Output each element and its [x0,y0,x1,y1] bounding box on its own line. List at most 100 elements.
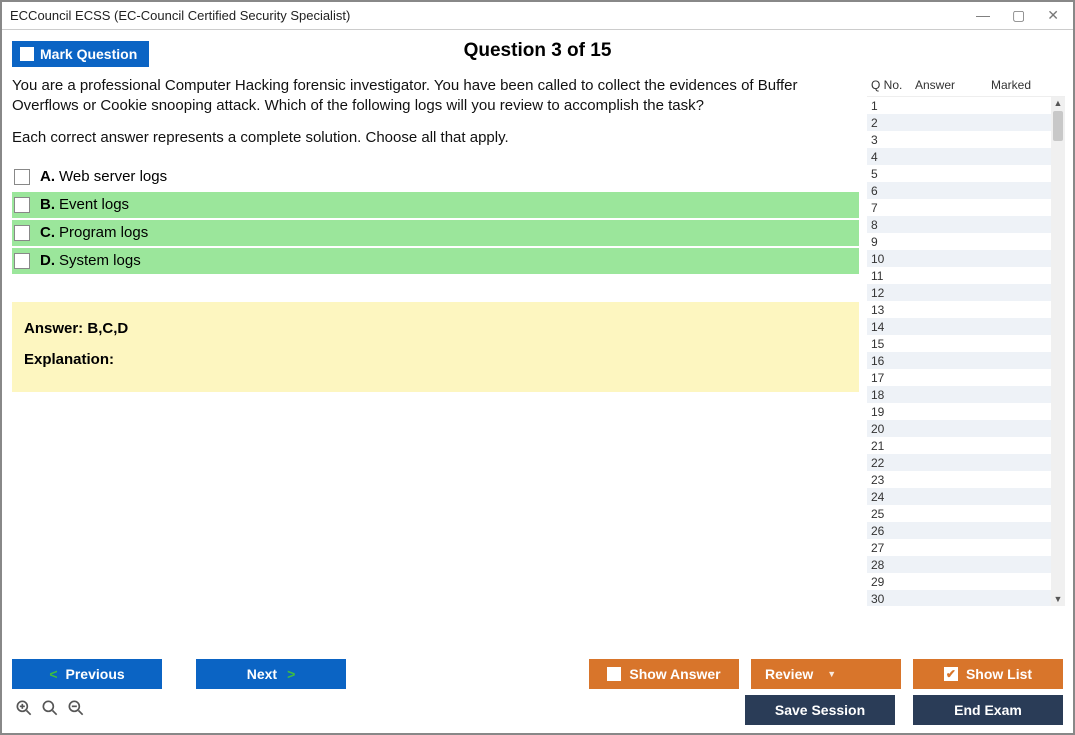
explanation-label: Explanation: [24,351,847,368]
chevron-left-icon: < [49,666,57,682]
side-panel: Q No. Answer Marked 12345678910111213141… [867,76,1065,651]
side-panel-row[interactable]: 28 [867,556,1065,573]
side-panel-row[interactable]: 10 [867,250,1065,267]
side-panel-row[interactable]: 1 [867,97,1065,114]
scroll-up-icon[interactable]: ▲ [1054,99,1063,108]
question-heading: Question 3 of 15 [2,40,1073,62]
question-text: You are a professional Computer Hacking … [12,76,859,117]
side-panel-row[interactable]: 8 [867,216,1065,233]
side-panel-row[interactable]: 18 [867,386,1065,403]
col-marked: Marked [991,78,1061,92]
save-session-button[interactable]: Save Session [745,695,895,725]
question-instruction: Each correct answer represents a complet… [12,129,859,146]
side-panel-row[interactable]: 16 [867,352,1065,369]
show-answer-label: Show Answer [629,666,720,682]
side-panel-row[interactable]: 2 [867,114,1065,131]
answer-label: Answer: [24,320,87,337]
show-list-button[interactable]: Show List [913,659,1063,689]
option-letter: C. [40,224,55,241]
side-panel-row[interactable]: 21 [867,437,1065,454]
app-window: ECCouncil ECSS (EC-Council Certified Sec… [0,0,1075,735]
side-panel-row[interactable]: 30 [867,590,1065,606]
side-panel-row[interactable]: 11 [867,267,1065,284]
scroll-down-icon[interactable]: ▼ [1054,595,1063,604]
option-text: Program logs [59,224,148,241]
option-checkbox[interactable] [14,197,30,213]
end-exam-label: End Exam [954,702,1022,718]
main-column: You are a professional Computer Hacking … [12,76,867,651]
answer-value: B,C,D [87,320,128,337]
next-button[interactable]: Next > [196,659,346,689]
side-panel-row[interactable]: 26 [867,522,1065,539]
side-panel-row[interactable]: 29 [867,573,1065,590]
option-row[interactable]: A. Web server logs [12,164,859,190]
col-qno: Q No. [871,78,915,92]
zoom-in-icon[interactable] [14,698,34,723]
side-panel-row[interactable]: 5 [867,165,1065,182]
close-icon[interactable]: ✕ [1047,7,1059,24]
option-checkbox[interactable] [14,225,30,241]
chevron-right-icon: > [287,666,295,682]
body-area: You are a professional Computer Hacking … [2,74,1073,651]
side-panel-row[interactable]: 27 [867,539,1065,556]
side-panel-header: Q No. Answer Marked [867,76,1065,94]
side-panel-row[interactable]: 3 [867,131,1065,148]
minimize-icon[interactable]: — [976,7,990,24]
maximize-icon[interactable]: ▢ [1012,7,1025,24]
show-answer-button[interactable]: Show Answer [589,659,739,689]
side-panel-row[interactable]: 7 [867,199,1065,216]
scrollbar[interactable]: ▲ ▼ [1051,97,1065,606]
previous-button[interactable]: < Previous [12,659,162,689]
side-panel-row[interactable]: 13 [867,301,1065,318]
col-answer: Answer [915,78,991,92]
side-panel-row[interactable]: 25 [867,505,1065,522]
option-row[interactable]: D. System logs [12,248,859,274]
zoom-out-icon[interactable] [66,698,86,723]
show-answer-checkbox-icon [607,667,621,681]
answer-line: Answer: B,C,D [24,320,847,337]
zoom-reset-icon[interactable] [40,698,60,723]
side-panel-row[interactable]: 9 [867,233,1065,250]
side-panel-row[interactable]: 17 [867,369,1065,386]
side-panel-list[interactable]: 1234567891011121314151617181920212223242… [867,96,1065,606]
end-exam-button[interactable]: End Exam [913,695,1063,725]
save-session-label: Save Session [775,702,865,718]
option-letter: A. [40,168,55,185]
review-button[interactable]: Review ▼ [751,659,901,689]
mark-question-label: Mark Question [40,46,137,62]
side-panel-row[interactable]: 24 [867,488,1065,505]
option-letter: D. [40,252,55,269]
side-panel-row[interactable]: 15 [867,335,1065,352]
mark-question-button[interactable]: Mark Question [12,41,149,67]
scroll-thumb[interactable] [1053,111,1063,141]
review-label: Review [765,666,813,682]
next-label: Next [247,666,277,682]
option-text: Event logs [59,196,129,213]
button-row-1: < Previous Next > Show Answer Review ▼ S… [2,651,1073,691]
window-controls: — ▢ ✕ [976,7,1065,24]
side-panel-row[interactable]: 22 [867,454,1065,471]
side-panel-row[interactable]: 20 [867,420,1065,437]
side-panel-row[interactable]: 12 [867,284,1065,301]
answer-box: Answer: B,C,D Explanation: [12,302,859,392]
side-panel-row[interactable]: 4 [867,148,1065,165]
title-bar: ECCouncil ECSS (EC-Council Certified Sec… [2,2,1073,30]
side-panel-row[interactable]: 6 [867,182,1065,199]
options-list: A. Web server logsB. Event logsC. Progra… [12,164,859,274]
show-list-label: Show List [966,666,1032,682]
option-text: Web server logs [59,168,167,185]
window-title: ECCouncil ECSS (EC-Council Certified Sec… [10,8,976,23]
option-letter: B. [40,196,55,213]
previous-label: Previous [66,666,125,682]
show-list-checkbox-icon [944,667,958,681]
option-text: System logs [59,252,141,269]
option-checkbox[interactable] [14,169,30,185]
option-row[interactable]: C. Program logs [12,220,859,246]
option-checkbox[interactable] [14,253,30,269]
side-panel-row[interactable]: 23 [867,471,1065,488]
option-row[interactable]: B. Event logs [12,192,859,218]
mark-checkbox-icon [20,47,34,61]
side-panel-row[interactable]: 14 [867,318,1065,335]
side-panel-row[interactable]: 19 [867,403,1065,420]
top-bar: Mark Question Question 3 of 15 [2,30,1073,74]
